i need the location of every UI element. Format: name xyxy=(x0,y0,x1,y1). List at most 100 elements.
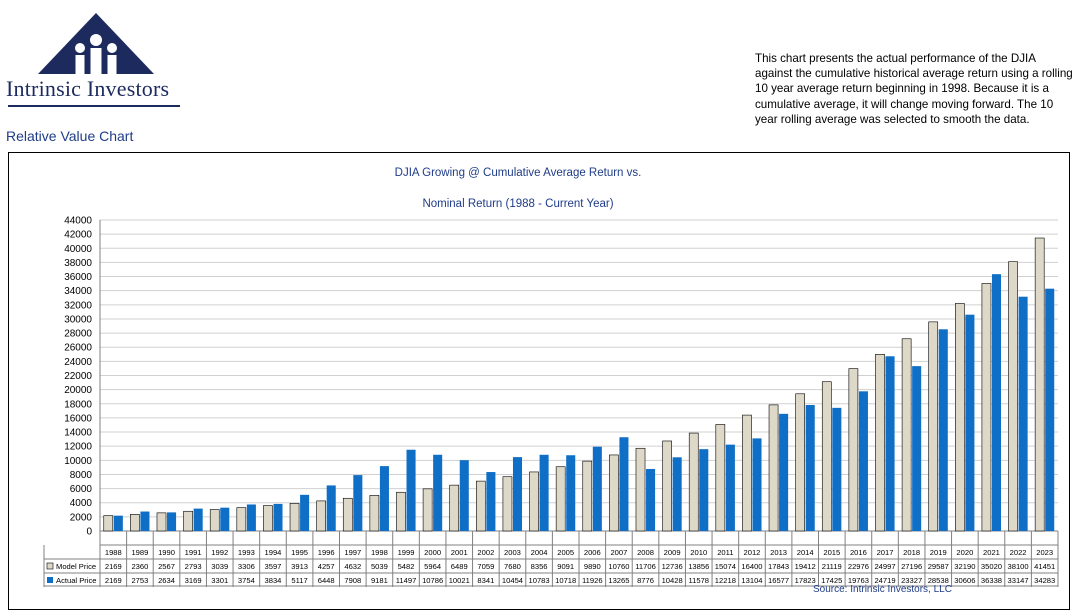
bar-actual-price xyxy=(459,460,469,531)
data-label-model-price: 3039 xyxy=(211,562,228,571)
x-tick-label: 2004 xyxy=(531,548,548,557)
y-tick-label: 20000 xyxy=(64,385,92,396)
data-label-model-price: 5482 xyxy=(398,562,415,571)
data-label-model-price: 41451 xyxy=(1034,562,1055,571)
legend-key-model-price xyxy=(46,562,54,570)
data-label-actual-price: 10428 xyxy=(662,576,683,585)
x-tick-label: 1995 xyxy=(291,548,308,557)
data-label-model-price: 32190 xyxy=(954,562,975,571)
y-tick-label: 28000 xyxy=(64,329,92,340)
bar-model-price xyxy=(396,491,406,532)
bar-model-price xyxy=(928,321,939,532)
y-tick-label: 6000 xyxy=(70,484,93,495)
bar-model-price xyxy=(662,440,672,532)
y-tick-label: 16000 xyxy=(64,413,92,424)
legend-label-actual-price: Actual Price xyxy=(56,576,97,585)
data-label-model-price: 2793 xyxy=(185,562,202,571)
logo-emblem-icon xyxy=(38,13,154,74)
x-tick-label: 2003 xyxy=(504,548,521,557)
data-label-actual-price: 7908 xyxy=(344,576,361,585)
bar-model-price xyxy=(609,454,619,532)
data-label-actual-price: 10021 xyxy=(449,576,470,585)
y-tick-label: 22000 xyxy=(64,371,92,382)
x-tick-label: 1997 xyxy=(344,548,361,557)
y-tick-label: 2000 xyxy=(70,512,93,523)
data-label-actual-price: 10786 xyxy=(422,576,443,585)
data-label-model-price: 3913 xyxy=(291,562,308,571)
y-tick-label: 14000 xyxy=(64,428,92,439)
data-label-model-price: 4632 xyxy=(344,562,361,571)
y-tick-label: 32000 xyxy=(64,300,92,311)
bar-model-price xyxy=(342,497,353,532)
y-tick-label: 44000 xyxy=(64,216,92,227)
x-tick-label: 1994 xyxy=(265,548,282,557)
bar-actual-price xyxy=(512,457,523,531)
bar-model-price xyxy=(236,507,247,532)
legend-key-actual-price xyxy=(47,577,53,583)
x-tick-label: 2012 xyxy=(744,548,761,557)
bar-actual-price xyxy=(672,457,682,531)
data-label-actual-price: 3834 xyxy=(265,576,282,585)
data-label-model-price: 5039 xyxy=(371,562,388,571)
bar-actual-price xyxy=(539,454,549,531)
bar-model-price xyxy=(795,393,805,532)
data-label-actual-price: 33147 xyxy=(1008,576,1029,585)
x-tick-label: 2010 xyxy=(690,548,707,557)
data-label-model-price: 15074 xyxy=(715,562,736,571)
bar-model-price xyxy=(848,368,859,532)
data-label-model-price: 38100 xyxy=(1008,562,1029,571)
data-label-model-price: 29587 xyxy=(928,562,949,571)
data-label-actual-price: 2634 xyxy=(158,576,175,585)
x-tick-label: 2002 xyxy=(477,548,494,557)
data-label-actual-price: 3754 xyxy=(238,576,255,585)
x-tick-label: 2018 xyxy=(903,548,920,557)
bar-actual-price xyxy=(113,515,123,531)
x-tick-label: 2019 xyxy=(930,548,947,557)
data-label-model-price: 19412 xyxy=(795,562,816,571)
data-label-model-price: 8356 xyxy=(531,562,548,571)
data-label-actual-price: 2169 xyxy=(105,576,122,585)
bar-model-price xyxy=(316,500,326,532)
logo-underline xyxy=(8,105,180,107)
bar-actual-price xyxy=(140,511,150,531)
data-label-model-price: 21119 xyxy=(822,562,842,571)
bar-model-price xyxy=(422,488,433,532)
y-tick-label: 8000 xyxy=(70,470,93,481)
bar-actual-price xyxy=(193,508,203,531)
bar-actual-price xyxy=(912,366,922,531)
y-tick-label: 12000 xyxy=(64,442,92,453)
x-tick-label: 1992 xyxy=(211,548,228,557)
bar-model-price xyxy=(369,495,380,532)
y-tick-label: 36000 xyxy=(64,272,92,283)
bar-actual-price xyxy=(220,507,230,531)
logo-text: Intrinsic Investors xyxy=(6,76,170,101)
legend-label-model-price: Model Price xyxy=(56,562,96,571)
bar-model-price xyxy=(209,509,220,532)
x-tick-label: 2020 xyxy=(956,548,973,557)
x-tick-label: 2014 xyxy=(797,548,814,557)
data-label-model-price: 10760 xyxy=(608,562,629,571)
data-label-model-price: 5964 xyxy=(424,562,441,571)
bar-actual-price xyxy=(725,444,735,531)
y-tick-label: 18000 xyxy=(64,399,92,410)
data-label-actual-price: 10718 xyxy=(555,576,576,585)
bar-model-price xyxy=(901,338,912,532)
data-label-actual-price: 11926 xyxy=(582,576,603,585)
bar-model-price xyxy=(821,381,832,532)
bar-model-price xyxy=(768,404,779,532)
data-label-actual-price: 11578 xyxy=(688,576,709,585)
bar-model-price xyxy=(156,512,167,532)
bar-actual-price xyxy=(779,413,789,531)
data-label-actual-price: 13265 xyxy=(608,576,629,585)
bar-model-price xyxy=(130,514,140,532)
x-tick-label: 1991 xyxy=(185,548,202,557)
y-tick-label: 0 xyxy=(86,527,92,538)
x-tick-label: 2021 xyxy=(983,548,1000,557)
data-label-actual-price: 17425 xyxy=(821,576,842,585)
bar-model-price xyxy=(582,460,593,532)
data-label-model-price: 13856 xyxy=(688,562,709,571)
bar-model-price xyxy=(529,471,539,532)
data-label-actual-price: 6448 xyxy=(318,576,335,585)
x-tick-label: 2023 xyxy=(1036,548,1053,557)
x-tick-label: 2022 xyxy=(1010,548,1027,557)
